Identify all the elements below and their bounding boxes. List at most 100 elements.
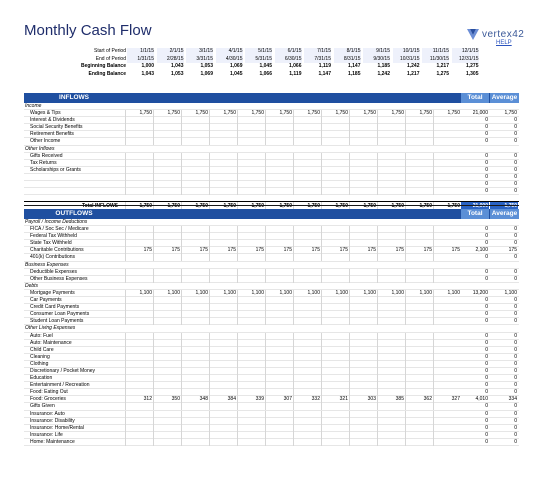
month-cell[interactable] (237, 353, 265, 361)
month-cell[interactable] (125, 353, 153, 361)
end-of-period-cell[interactable]: 5/31/15 (245, 55, 272, 63)
month-cell[interactable] (321, 382, 349, 390)
month-cell[interactable] (321, 240, 349, 248)
end-of-period-cell[interactable]: 6/30/15 (274, 55, 302, 63)
month-cell[interactable] (349, 240, 377, 248)
month-cell[interactable] (321, 431, 349, 439)
month-cell[interactable] (265, 403, 293, 411)
month-cell[interactable] (181, 375, 209, 383)
start-of-period-cell[interactable]: 5/1/15 (245, 48, 272, 56)
month-cell[interactable] (405, 304, 433, 312)
month-cell[interactable] (293, 318, 321, 326)
month-cell[interactable] (377, 275, 405, 283)
month-cell[interactable]: 327 (433, 396, 461, 404)
month-cell[interactable] (433, 417, 461, 425)
month-cell[interactable] (265, 375, 293, 383)
month-cell[interactable] (433, 360, 461, 368)
month-cell[interactable] (153, 410, 181, 418)
month-cell[interactable] (321, 332, 349, 340)
month-cell[interactable] (237, 124, 265, 132)
month-cell[interactable] (209, 159, 237, 167)
month-cell[interactable] (349, 403, 377, 411)
month-cell[interactable] (237, 417, 265, 425)
month-cell[interactable] (321, 124, 349, 132)
month-cell[interactable] (433, 240, 461, 248)
month-cell[interactable]: 1,100 (321, 289, 349, 297)
month-cell[interactable] (209, 131, 237, 139)
month-cell[interactable] (237, 403, 265, 411)
month-cell[interactable] (377, 389, 405, 397)
month-cell[interactable] (377, 166, 405, 174)
month-cell[interactable] (321, 311, 349, 319)
month-cell[interactable] (293, 360, 321, 368)
month-cell[interactable] (209, 304, 237, 312)
month-cell[interactable] (237, 438, 265, 446)
month-cell[interactable]: 175 (433, 247, 461, 255)
month-cell[interactable] (265, 275, 293, 283)
month-cell[interactable] (153, 240, 181, 248)
month-cell[interactable] (181, 431, 209, 439)
month-cell[interactable] (181, 166, 209, 174)
month-cell[interactable]: 321 (321, 396, 349, 404)
month-cell[interactable] (265, 353, 293, 361)
month-cell[interactable] (153, 382, 181, 390)
month-cell[interactable] (433, 173, 461, 181)
month-cell[interactable] (125, 304, 153, 312)
start-of-period-cell[interactable]: 9/1/15 (363, 48, 390, 56)
month-cell[interactable] (377, 152, 405, 160)
month-cell[interactable] (293, 138, 321, 146)
month-cell[interactable] (125, 131, 153, 139)
month-cell[interactable] (153, 275, 181, 283)
month-cell[interactable] (293, 124, 321, 132)
month-cell[interactable] (321, 360, 349, 368)
month-cell[interactable] (377, 403, 405, 411)
month-cell[interactable] (433, 311, 461, 319)
month-cell[interactable] (181, 382, 209, 390)
month-cell[interactable] (405, 403, 433, 411)
month-cell[interactable] (265, 181, 293, 189)
month-cell[interactable] (237, 382, 265, 390)
month-cell[interactable] (237, 346, 265, 354)
month-cell[interactable] (181, 131, 209, 139)
month-cell[interactable] (405, 417, 433, 425)
month-cell[interactable] (349, 233, 377, 241)
month-cell[interactable] (377, 438, 405, 446)
month-cell[interactable] (153, 332, 181, 340)
start-of-period-cell[interactable]: 2/1/15 (156, 48, 184, 56)
month-cell[interactable] (321, 438, 349, 446)
start-of-period-cell[interactable]: 1/1/15 (127, 48, 154, 56)
end-of-period-cell[interactable]: 3/31/15 (186, 55, 213, 63)
month-cell[interactable] (349, 382, 377, 390)
month-cell[interactable] (405, 410, 433, 418)
month-cell[interactable] (349, 124, 377, 132)
month-cell[interactable] (349, 360, 377, 368)
month-cell[interactable] (237, 360, 265, 368)
month-cell[interactable] (377, 346, 405, 354)
month-cell[interactable]: 1,750 (237, 110, 265, 118)
month-cell[interactable] (321, 424, 349, 432)
month-cell[interactable] (125, 360, 153, 368)
month-cell[interactable] (433, 181, 461, 189)
month-cell[interactable] (125, 346, 153, 354)
month-cell[interactable] (321, 346, 349, 354)
month-cell[interactable] (377, 138, 405, 146)
month-cell[interactable] (293, 311, 321, 319)
month-cell[interactable] (237, 131, 265, 139)
month-cell[interactable] (265, 360, 293, 368)
month-cell[interactable] (433, 332, 461, 340)
month-cell[interactable] (405, 424, 433, 432)
month-cell[interactable] (321, 138, 349, 146)
month-cell[interactable] (181, 438, 209, 446)
month-cell[interactable] (265, 339, 293, 347)
month-cell[interactable] (181, 367, 209, 375)
month-cell[interactable] (237, 339, 265, 347)
start-of-period-cell[interactable]: 11/1/15 (422, 48, 449, 56)
month-cell[interactable]: 350 (153, 396, 181, 404)
month-cell[interactable] (377, 417, 405, 425)
month-cell[interactable] (293, 181, 321, 189)
help-link[interactable]: HELP (496, 40, 512, 46)
month-cell[interactable] (265, 389, 293, 397)
month-cell[interactable] (433, 159, 461, 167)
month-cell[interactable] (265, 254, 293, 262)
month-cell[interactable] (293, 375, 321, 383)
